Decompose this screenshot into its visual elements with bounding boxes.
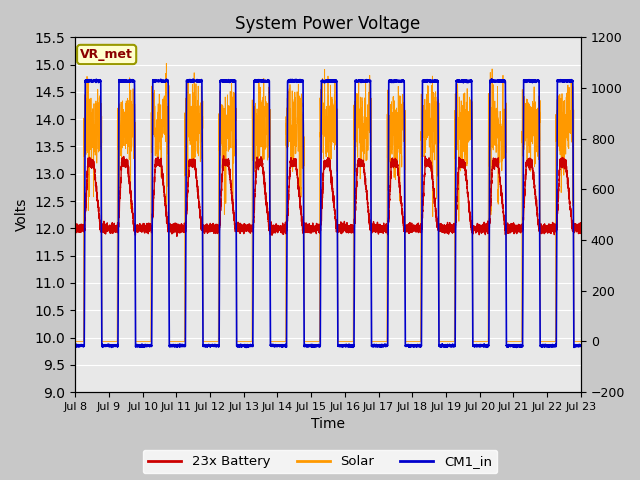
Title: System Power Voltage: System Power Voltage — [236, 15, 420, 33]
Y-axis label: Volts: Volts — [15, 198, 29, 231]
Legend: 23x Battery, Solar, CM1_in: 23x Battery, Solar, CM1_in — [143, 450, 497, 473]
Text: VR_met: VR_met — [80, 48, 133, 61]
X-axis label: Time: Time — [311, 418, 345, 432]
